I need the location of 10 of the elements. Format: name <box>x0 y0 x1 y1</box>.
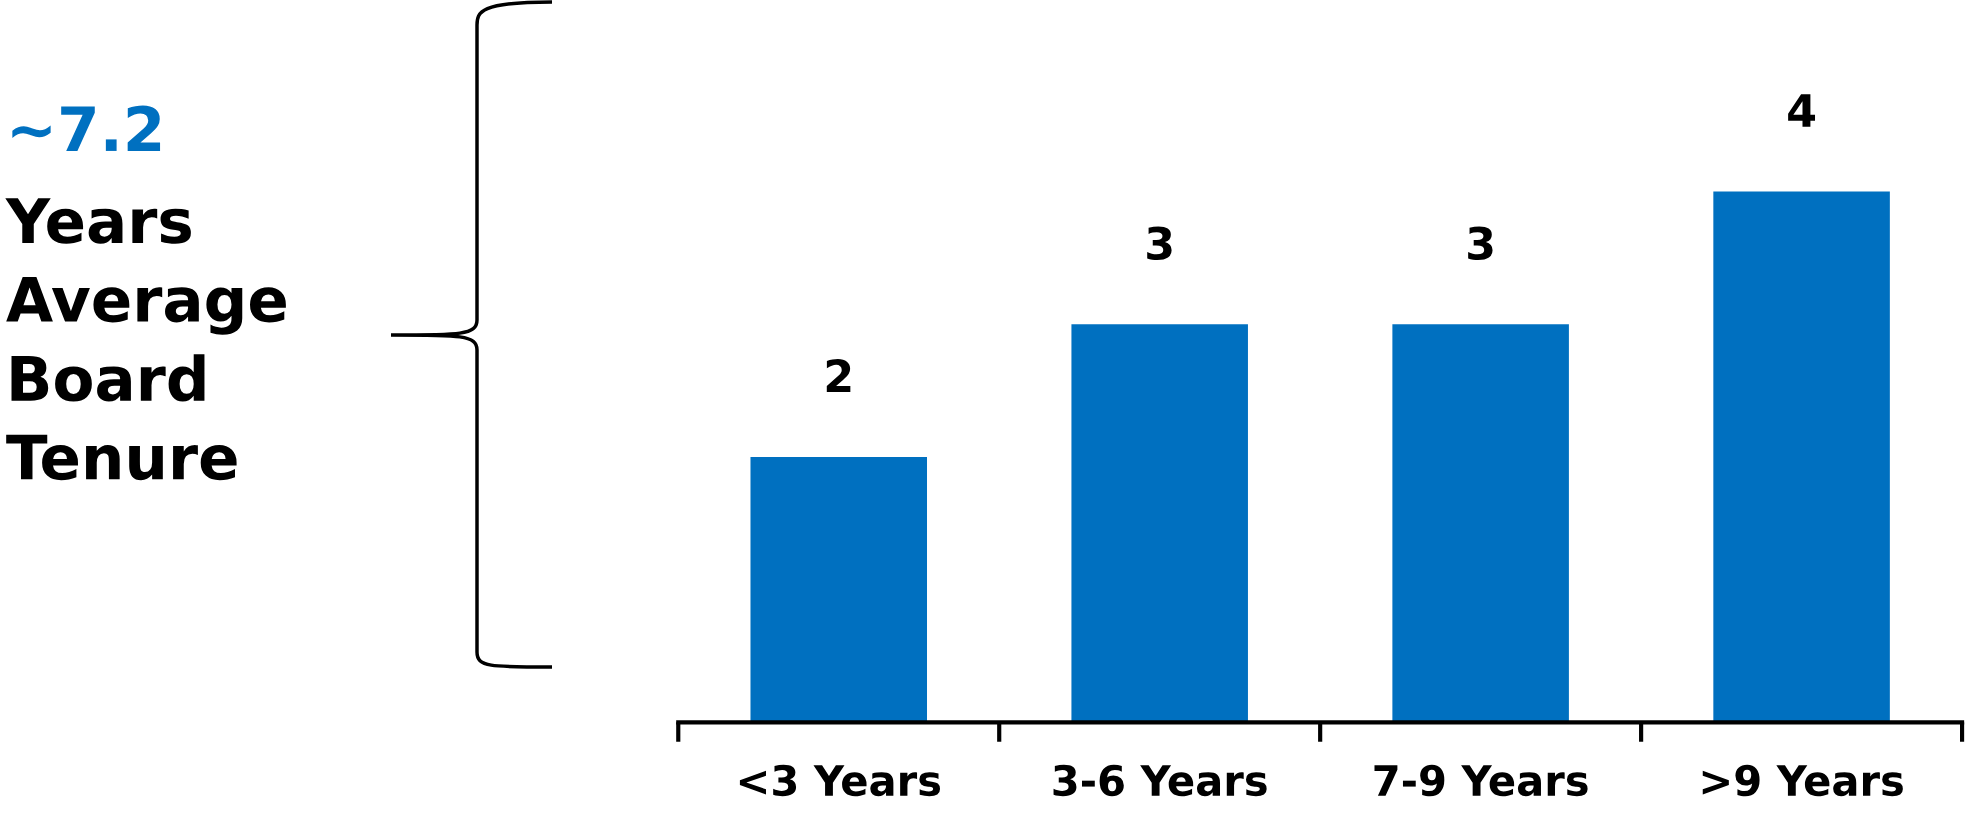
text: ~7.2 <box>12 105 161 151</box>
x-tick-label: 7-9 Years <box>1374 764 1588 797</box>
x-tick-label: <3 Years <box>739 764 941 797</box>
data-label: 4 <box>1788 94 1816 127</box>
x-tick-label: >9 Years <box>1702 764 1903 797</box>
data-label: 3 <box>1468 226 1493 261</box>
data-label: 2 <box>826 359 851 393</box>
text: Years Average Board Tenure <box>5 198 286 481</box>
x-tick-label: 3-6 Years <box>1053 764 1267 797</box>
data-label: 3 <box>1147 226 1172 261</box>
